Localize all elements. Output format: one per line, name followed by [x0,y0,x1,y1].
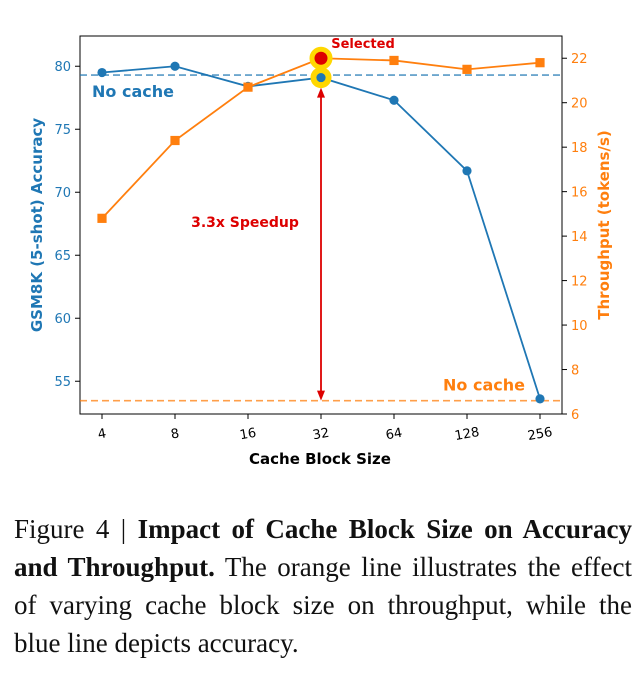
left-axis-label: GSM8K (5-shot) Accuracy [28,118,46,332]
right-axis-tick-label: 10 [571,319,588,334]
x-axis-tick-label: 256 [527,425,554,444]
baseline-accuracy-label: No cache [92,82,174,101]
accuracy-point [170,61,180,71]
throughput-point [243,82,253,92]
right-axis-tick-label: 18 [571,141,588,156]
throughput-point [535,58,545,68]
accuracy-point [462,166,472,176]
x-axis-tick-label: 32 [312,426,331,444]
selected-label: Selected [331,37,395,52]
left-axis-tick-label: 60 [54,312,71,327]
caption-figure-label: Figure 4 | [14,514,127,544]
right-axis-tick-label: 20 [571,97,588,112]
speedup-arrow-head-bottom [317,390,325,401]
caption-body: The orange line illustrates the effect o… [14,552,632,658]
x-axis-label: Cache Block Size [249,450,391,468]
speedup-label: 3.3x Speedup [191,215,299,231]
left-axis-tick-label: 75 [54,123,71,138]
throughput-point-selected [314,51,328,65]
x-axis-tick-label: 8 [170,426,181,442]
right-axis-tick-label: 6 [571,408,579,423]
figure-caption: Figure 4 | Impact of Cache Block Size on… [14,510,632,662]
throughput-point [389,55,399,66]
right-axis-tick-label: 16 [571,186,588,201]
right-axis-label: Throughput (tokens/s) [595,130,613,319]
throughput-point [170,135,180,146]
left-axis-tick-label: 70 [54,186,71,201]
x-axis-tick-label: 16 [239,426,258,444]
chart: 55 60 65 70 75 80 6 8 10 12 14 16 18 20 22 4 8 16 32 64 128 2… [28,35,613,468]
x-axis-tick-label: 4 [97,426,108,442]
left-axis-tick-label: 65 [54,249,71,264]
throughput-point [462,64,472,74]
accuracy-point [97,67,107,78]
x-axis-tick-label: 128 [454,425,481,444]
right-axis-tick-label: 14 [571,230,588,245]
x-axis-tick-label: 64 [385,426,404,444]
accuracy-point [389,95,399,105]
throughput-point [97,213,107,223]
left-axis-tick-label: 80 [54,60,71,75]
speedup-arrow-head-top [317,87,325,98]
caption-title: Impact of Cache Block Size on Accuracy a… [14,514,632,582]
accuracy-point [535,394,545,404]
right-axis-tick-label: 22 [571,52,588,67]
accuracy-point [316,72,326,83]
baseline-throughput-label: No cache [443,376,525,395]
right-axis-tick-label: 12 [571,275,588,290]
right-axis-tick-label: 8 [571,364,579,379]
left-axis-tick-label: 55 [54,375,71,390]
